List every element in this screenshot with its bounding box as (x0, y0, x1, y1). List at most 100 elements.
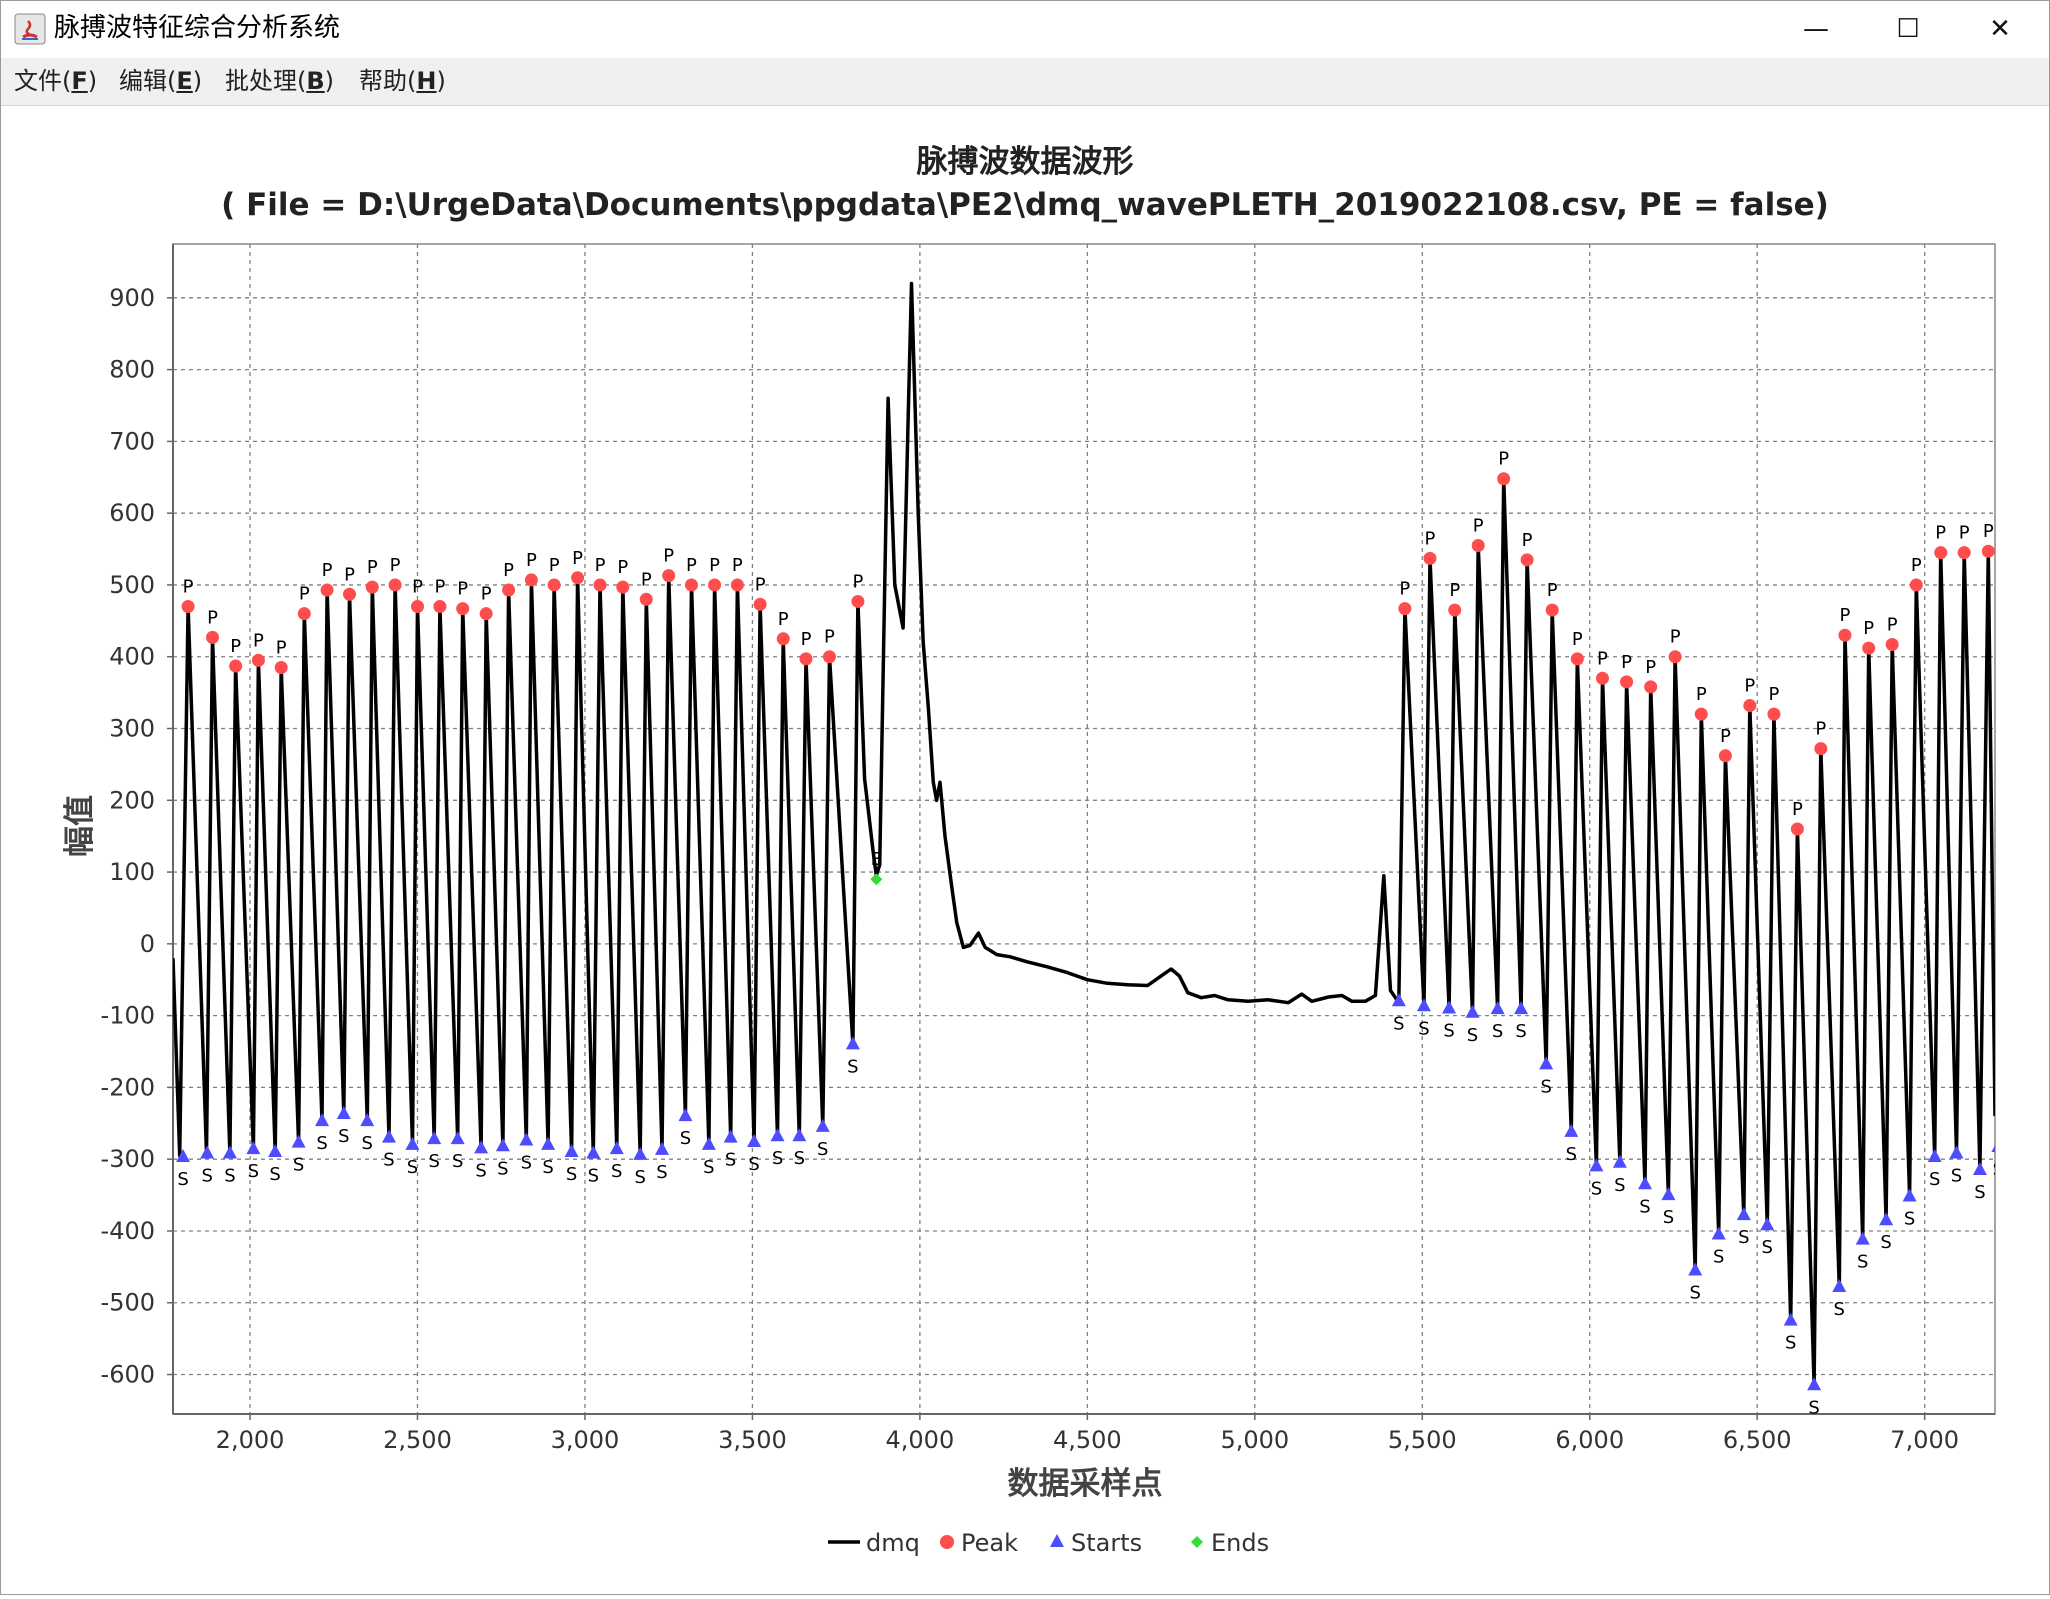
peak-label: P (1720, 726, 1731, 747)
start-label: S (338, 1126, 349, 1147)
start-label: S (224, 1165, 235, 1186)
start-label: S (772, 1148, 783, 1169)
minimize-icon: — (1803, 14, 1829, 44)
peak-marker (662, 569, 676, 583)
start-marker (845, 1036, 860, 1050)
peak-marker (1909, 578, 1923, 592)
start-marker (1465, 1004, 1480, 1018)
legend-entry-label: dmq (866, 1529, 920, 1557)
end-label: E (871, 849, 882, 870)
axes: 2,000 2,500 3,000 3,500 4,000 4,500 5,000 5,500… (101, 244, 1995, 1454)
start-marker (815, 1118, 830, 1132)
peak-marker (1957, 546, 1971, 560)
x-tick-label: 6,500 (1723, 1426, 1792, 1454)
peak-label: P (344, 564, 355, 585)
peak-label: P (572, 548, 583, 569)
peak-marker (181, 599, 195, 613)
start-marker (1972, 1161, 1987, 1175)
peak-label: P (1792, 799, 1803, 820)
close-icon: ✕ (1989, 14, 2011, 44)
start-label: S (407, 1157, 418, 1178)
menu-help[interactable]: 帮助(H) (359, 67, 446, 95)
start-marker (633, 1146, 648, 1160)
y-tick-label: 500 (109, 571, 155, 599)
menu-file[interactable]: 文件(F) (14, 67, 98, 95)
menu-edit[interactable]: 编辑(E) (119, 67, 203, 95)
maximize-button[interactable]: ☐ (1862, 0, 1954, 58)
start-label: S (1857, 1252, 1868, 1273)
end-marker (870, 873, 883, 886)
peak-marker (1862, 641, 1876, 655)
start-label: S (1993, 1159, 2004, 1180)
start-marker (723, 1129, 738, 1143)
x-tick-label: 6,000 (1555, 1426, 1624, 1454)
start-label: S (429, 1151, 440, 1172)
y-tick-label: 700 (109, 427, 155, 455)
close-button[interactable]: ✕ (1954, 0, 2046, 58)
peak-label: P (778, 609, 789, 630)
start-marker (1391, 993, 1406, 1007)
y-tick-label: 0 (140, 930, 155, 958)
start-label: S (1591, 1178, 1602, 1199)
peak-marker (1814, 742, 1828, 756)
start-marker (1589, 1158, 1604, 1172)
peak-marker (639, 592, 653, 606)
minimize-button[interactable]: — (1770, 0, 1862, 58)
start-label: S (1515, 1021, 1526, 1042)
start-label: S (680, 1128, 691, 1149)
peak-label: P (755, 574, 766, 595)
start-marker (1564, 1123, 1579, 1137)
y-tick-label: -400 (101, 1217, 155, 1245)
start-label: S (475, 1160, 486, 1181)
plot-frame (172, 243, 1996, 1415)
y-tick-label: 200 (109, 786, 155, 814)
start-marker (268, 1144, 283, 1158)
start-marker (678, 1108, 693, 1122)
peak-label: P (1522, 530, 1533, 551)
start-marker (1949, 1145, 1964, 1159)
start-marker (222, 1145, 237, 1159)
peak-marker (730, 578, 744, 592)
menu-batch[interactable]: 批处理(B) (225, 67, 335, 95)
grid-lines (172, 243, 1996, 1415)
menu-bar: 文件(F) 编辑(E) 批处理(B) 帮助(H) (0, 58, 2050, 106)
start-marker (1807, 1377, 1822, 1391)
y-tick-label: 300 (109, 715, 155, 743)
waveform-chart[interactable]: 脉搏波数据波形 ( File = D:\UrgeData\Documents\p… (0, 106, 2050, 1595)
peak-label: P (1498, 449, 1509, 470)
peak-marker (1981, 544, 1995, 558)
start-label: S (452, 1151, 463, 1172)
start-marker (360, 1113, 375, 1127)
peak-marker (206, 630, 220, 644)
java-app-icon (14, 13, 46, 45)
peak-marker (388, 578, 402, 592)
start-marker (1442, 1000, 1457, 1014)
peak-marker (1423, 551, 1437, 565)
peak-marker (1767, 707, 1781, 721)
peak-marker (708, 578, 722, 592)
peak-marker (616, 580, 630, 594)
y-tick-label: -600 (101, 1361, 155, 1389)
peak-marker (456, 602, 470, 616)
peak-marker (1595, 671, 1609, 685)
start-label: S (1974, 1182, 1985, 1203)
start-label: S (566, 1164, 577, 1185)
peak-label: P (1696, 684, 1707, 705)
peak-label: P (1911, 555, 1922, 576)
maximize-icon: ☐ (1896, 14, 1920, 44)
x-tick-label: 2,000 (216, 1426, 285, 1454)
peak-marker (229, 659, 243, 673)
peak-label: P (183, 576, 194, 597)
peak-label: P (390, 555, 401, 576)
start-marker (474, 1140, 489, 1154)
peak-label: P (1769, 684, 1780, 705)
start-label: S (611, 1161, 622, 1182)
peak-label: P (1863, 618, 1874, 639)
y-tick-label: 800 (109, 356, 155, 384)
peak-label: P (503, 560, 514, 581)
window-title: 脉搏波特征综合分析系统 (54, 13, 341, 43)
start-marker (382, 1129, 397, 1143)
y-tick-label: 100 (109, 858, 155, 886)
x-tick-label: 4,500 (1053, 1426, 1122, 1454)
